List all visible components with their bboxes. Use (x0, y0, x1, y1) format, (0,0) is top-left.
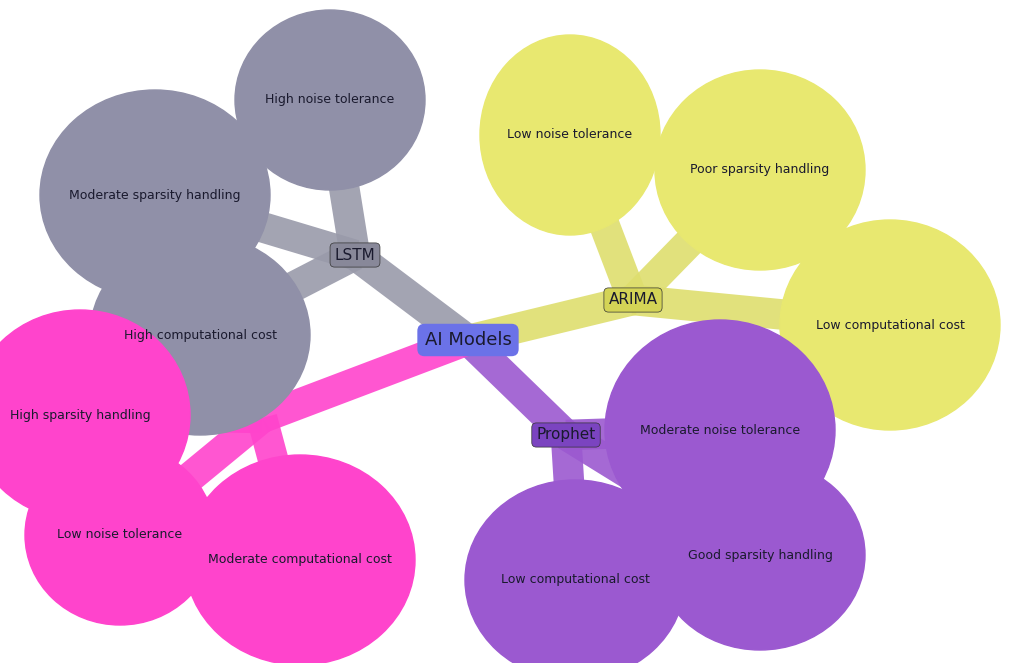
Text: AI Models: AI Models (425, 331, 511, 349)
Ellipse shape (90, 235, 310, 435)
Ellipse shape (655, 70, 865, 270)
Ellipse shape (25, 445, 215, 625)
Text: Low computational cost: Low computational cost (815, 318, 965, 332)
Text: High noise tolerance: High noise tolerance (265, 93, 394, 107)
Ellipse shape (234, 10, 425, 190)
Text: Low computational cost: Low computational cost (501, 573, 649, 587)
Ellipse shape (605, 320, 835, 540)
Text: Low noise tolerance: Low noise tolerance (57, 528, 182, 542)
Text: Moderate computational cost: Moderate computational cost (208, 554, 392, 566)
Text: High sparsity handling: High sparsity handling (9, 408, 151, 422)
Ellipse shape (185, 455, 415, 663)
Text: Poor sparsity handling: Poor sparsity handling (690, 164, 829, 176)
Text: Moderate noise tolerance: Moderate noise tolerance (640, 424, 800, 436)
Ellipse shape (40, 90, 270, 300)
Ellipse shape (655, 460, 865, 650)
Ellipse shape (780, 220, 1000, 430)
Text: Good sparsity handling: Good sparsity handling (687, 548, 833, 562)
Ellipse shape (480, 35, 660, 235)
Text: Prophet: Prophet (537, 428, 596, 442)
Text: High computational cost: High computational cost (124, 328, 276, 341)
Text: LSTM: LSTM (335, 247, 376, 263)
Text: ARIMA: ARIMA (608, 292, 657, 308)
Text: Moderate sparsity handling: Moderate sparsity handling (70, 188, 241, 202)
Text: Low noise tolerance: Low noise tolerance (508, 129, 633, 141)
Ellipse shape (0, 310, 190, 520)
Ellipse shape (465, 480, 685, 663)
